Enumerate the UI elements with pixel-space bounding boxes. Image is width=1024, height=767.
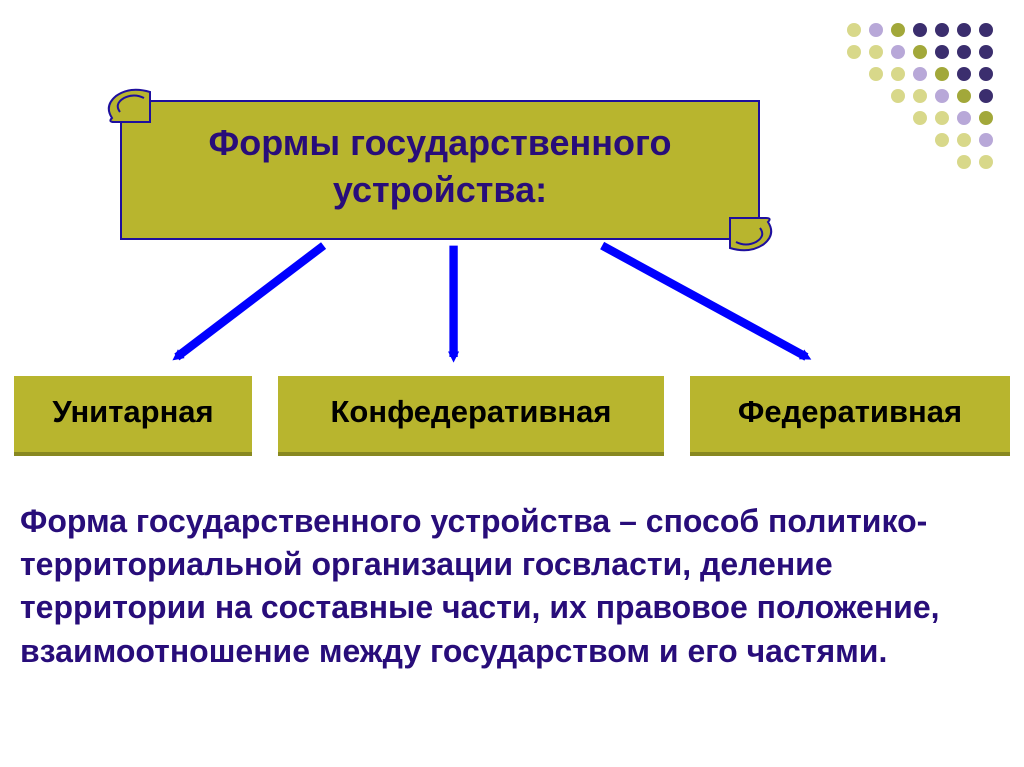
category-label: Федеративная [738,394,962,429]
diagram-arrows [140,240,860,370]
category-label: Конфедеративная [331,394,612,429]
category-box-unitary: Унитарная [14,376,252,456]
definition-text: Форма государственного устройства – спос… [20,500,1004,673]
title-line-2: устройства: [333,169,547,210]
title-text: Формы государственного устройства: [120,100,760,214]
category-boxes-row: Унитарная Конфедеративная Федеративная [0,376,1024,456]
title-line-1: Формы государственного [209,122,672,163]
category-box-confederative: Конфедеративная [278,376,664,456]
title-banner: Формы государственного устройства: [120,100,760,240]
category-box-federative: Федеративная [690,376,1010,456]
category-label: Унитарная [52,394,213,429]
decorative-dot-grid [834,10,1014,190]
